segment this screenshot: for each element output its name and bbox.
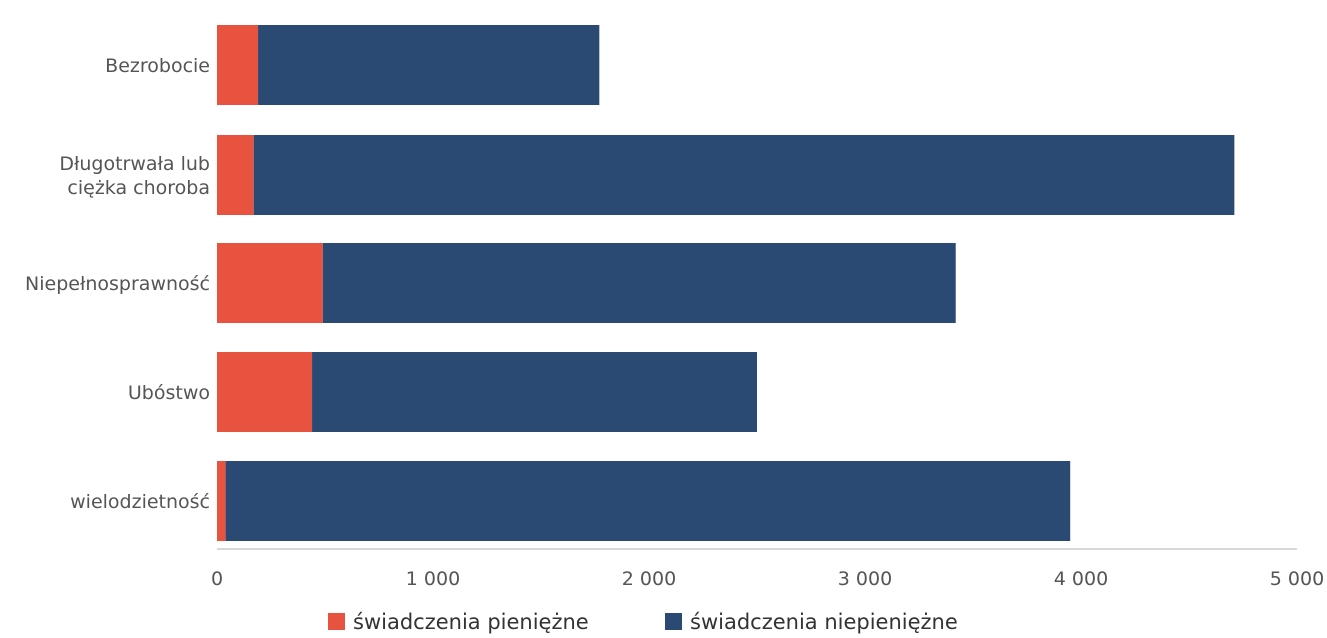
- bar-segment-noncash-1: [253, 135, 1235, 215]
- x-tick-label-3: 3 000: [838, 568, 892, 590]
- category-label-line-0-0: Bezrobocie: [105, 55, 210, 77]
- legend-swatch-cash: [328, 613, 345, 630]
- bar-segment-cash-0: [217, 25, 259, 105]
- category-label-line-3-0: Ubóstwo: [128, 382, 210, 404]
- x-tick-label-5: 5 000: [1270, 568, 1324, 590]
- category-label-2: Niepełnosprawność: [25, 273, 210, 295]
- category-label-line-1-1: ciężka choroba: [67, 177, 210, 199]
- category-label-1: Długotrwała lub ciężka choroba: [59, 153, 210, 199]
- category-label-0: Bezrobocie: [105, 55, 210, 77]
- legend: świadczenia pieniężne świadczenia niepie…: [328, 610, 958, 634]
- bar-segment-cash-4: [217, 461, 226, 541]
- category-label-line-2-0: Niepełnosprawność: [25, 273, 210, 295]
- legend-label-noncash: świadczenia niepieniężne: [690, 610, 958, 634]
- category-label-3: Ubóstwo: [128, 382, 210, 404]
- bar-segment-cash-3: [217, 352, 313, 432]
- bar-segment-cash-2: [217, 243, 323, 323]
- legend-swatch-noncash: [665, 613, 682, 630]
- bar-segment-noncash-3: [312, 352, 757, 432]
- bars-group: [217, 25, 1235, 541]
- category-label-line-1-0: Długotrwała lub: [59, 153, 210, 175]
- category-label-line-4-0: wielodzietność: [70, 491, 210, 513]
- x-tick-label-0: 0: [211, 568, 223, 590]
- x-axis-ticks: 0 1 000 2 000 3 000 4 000 5 000: [211, 568, 1324, 590]
- legend-label-cash: świadczenia pieniężne: [353, 610, 589, 634]
- x-tick-label-4: 4 000: [1054, 568, 1108, 590]
- category-labels: Bezrobocie Długotrwała lub ciężka choroba N…: [25, 55, 210, 513]
- category-label-4: wielodzietność: [70, 491, 210, 513]
- bar-segment-noncash-0: [258, 25, 600, 105]
- bar-segment-noncash-4: [225, 461, 1071, 541]
- bar-segment-noncash-2: [322, 243, 956, 323]
- bar-segment-cash-1: [217, 135, 254, 215]
- x-tick-label-2: 2 000: [622, 568, 676, 590]
- x-tick-label-1: 1 000: [406, 568, 460, 590]
